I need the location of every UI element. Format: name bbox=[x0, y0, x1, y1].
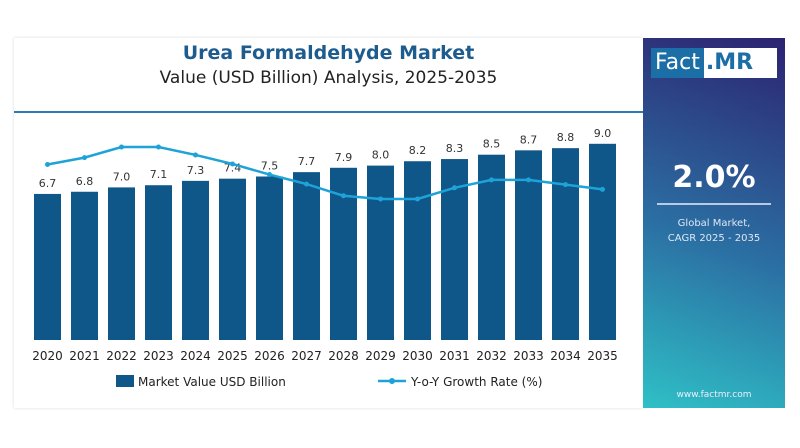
bar bbox=[71, 191, 98, 340]
bar bbox=[589, 143, 616, 340]
bar-value-label: 7.0 bbox=[113, 170, 131, 183]
bar-value-label: 7.5 bbox=[261, 160, 279, 173]
bar bbox=[367, 165, 394, 340]
factmr-logo: Fact .MR bbox=[651, 48, 777, 78]
x-tick-label: 2023 bbox=[143, 349, 174, 363]
growth-point bbox=[193, 152, 198, 158]
chart-svg: 6.720206.820217.020227.120237.320247.420… bbox=[32, 127, 618, 389]
bar bbox=[256, 176, 283, 340]
x-tick-label: 2035 bbox=[587, 349, 618, 363]
legend-line-label: Y-o-Y Growth Rate (%) bbox=[410, 375, 542, 389]
logo-fact: Fact bbox=[651, 48, 704, 78]
growth-point bbox=[378, 196, 383, 202]
legend-line-marker bbox=[389, 378, 395, 384]
side-panel: Fact .MR 2.0% Global Market, CAGR 2025 -… bbox=[643, 38, 785, 408]
bar bbox=[478, 154, 505, 340]
growth-point bbox=[156, 144, 161, 150]
chart-title: Urea Formaldehyde Market bbox=[182, 42, 475, 64]
x-tick-label: 2021 bbox=[69, 349, 100, 363]
bar-value-label: 6.8 bbox=[76, 175, 94, 188]
title-divider bbox=[14, 111, 643, 113]
bar bbox=[34, 193, 61, 340]
bar-value-label: 9.0 bbox=[594, 127, 612, 140]
legend-bar-label: Market Value USD Billion bbox=[138, 375, 286, 389]
x-tick-label: 2034 bbox=[550, 349, 581, 363]
growth-point bbox=[526, 177, 531, 183]
bar-value-label: 8.0 bbox=[372, 149, 390, 162]
growth-point bbox=[415, 196, 420, 202]
bar-value-label: 7.9 bbox=[335, 151, 353, 164]
bar bbox=[182, 180, 209, 340]
bar bbox=[293, 172, 320, 340]
growth-point bbox=[119, 144, 124, 150]
bar-value-label: 6.7 bbox=[39, 177, 57, 190]
chart-subtitle: Value (USD Billion) Analysis, 2025-2035 bbox=[159, 68, 498, 88]
x-tick-label: 2031 bbox=[439, 349, 470, 363]
x-tick-label: 2029 bbox=[365, 349, 396, 363]
cagr-caption: Global Market, CAGR 2025 - 2035 bbox=[643, 216, 785, 246]
bar-value-label: 8.5 bbox=[483, 138, 501, 151]
growth-point bbox=[563, 182, 568, 188]
x-tick-label: 2026 bbox=[254, 349, 285, 363]
bar-value-label: 7.7 bbox=[298, 155, 316, 168]
x-tick-label: 2030 bbox=[402, 349, 433, 363]
growth-point bbox=[341, 193, 346, 199]
bar bbox=[552, 148, 579, 340]
bar-value-label: 7.1 bbox=[150, 168, 168, 181]
website-url: www.factmr.com bbox=[676, 390, 752, 400]
caption-line2: CAGR 2025 - 2035 bbox=[667, 233, 761, 244]
caption-line1: Global Market, bbox=[677, 218, 751, 229]
logo-mr: .MR bbox=[705, 50, 754, 75]
bar-value-label: 7.3 bbox=[187, 164, 205, 177]
x-tick-label: 2028 bbox=[328, 349, 359, 363]
x-tick-label: 2024 bbox=[180, 349, 211, 363]
bar bbox=[108, 187, 135, 340]
cagr-value: 2.0% bbox=[672, 160, 756, 195]
growth-point bbox=[82, 155, 87, 161]
legend-bar-swatch bbox=[116, 375, 134, 387]
growth-point bbox=[45, 161, 50, 167]
x-tick-label: 2033 bbox=[513, 349, 544, 363]
x-tick-label: 2022 bbox=[106, 349, 137, 363]
growth-point bbox=[600, 186, 605, 192]
panel-divider bbox=[657, 203, 771, 205]
bar-value-label: 8.3 bbox=[446, 142, 464, 155]
bar bbox=[145, 185, 172, 340]
growth-point bbox=[304, 181, 309, 187]
x-tick-label: 2020 bbox=[32, 349, 63, 363]
x-tick-label: 2032 bbox=[476, 349, 507, 363]
growth-point bbox=[267, 172, 272, 178]
bar-value-label: 8.7 bbox=[520, 133, 538, 146]
growth-point bbox=[489, 177, 494, 183]
growth-point bbox=[452, 185, 457, 191]
bar bbox=[404, 161, 431, 340]
x-tick-label: 2025 bbox=[217, 349, 248, 363]
growth-line bbox=[47, 145, 603, 201]
x-tick-label: 2027 bbox=[291, 349, 322, 363]
bar-value-label: 8.2 bbox=[409, 144, 427, 157]
bar-value-label: 8.8 bbox=[557, 131, 575, 144]
bar bbox=[219, 178, 246, 340]
growth-point bbox=[230, 161, 235, 167]
